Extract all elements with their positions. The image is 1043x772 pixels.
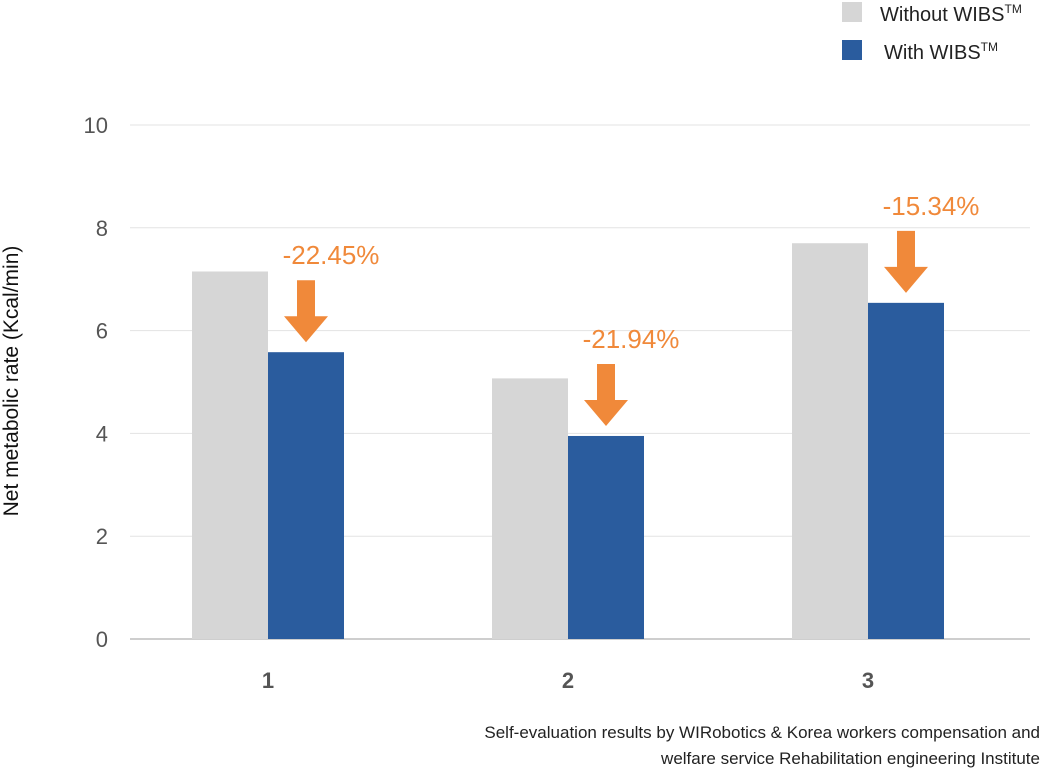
bar-without-3: [792, 243, 868, 639]
legend-swatch: [842, 2, 862, 22]
percent-annotation: -22.45%: [283, 240, 380, 270]
legend-label: With WIBSTM: [884, 40, 998, 64]
bar-with-3: [868, 302, 944, 639]
y-tick-label: 10: [84, 113, 108, 138]
bar-chart: 0 2 4 6 8 10 -22.45% -21.94% -15.34% 1 2 3 Net me…: [0, 2, 1030, 693]
y-tick-label: 0: [96, 627, 108, 652]
bar-without-2: [492, 378, 568, 639]
legend: Without WIBSTM With WIBSTM: [842, 2, 1022, 64]
x-category-label: 3: [862, 668, 874, 693]
y-axis-ticks: 0 2 4 6 8 10: [84, 113, 108, 652]
y-axis-label: Net metabolic rate (Kcal/min): [0, 246, 23, 517]
y-tick-label: 6: [96, 319, 108, 344]
legend-label: Without WIBSTM: [880, 2, 1022, 26]
source-line-1: Self-evaluation results by WIRobotics & …: [484, 723, 1040, 742]
down-arrow-icon: [884, 230, 928, 293]
legend-swatch: [842, 40, 862, 60]
down-arrow-icon: [584, 363, 628, 426]
y-tick-label: 4: [96, 421, 108, 446]
bar-without-1: [192, 271, 268, 639]
source-line-2: welfare service Rehabilitation engineeri…: [661, 749, 1040, 768]
source-note: Self-evaluation results by WIRobotics & …: [400, 720, 1040, 772]
x-category-label: 2: [562, 668, 574, 693]
percent-annotation: -15.34%: [883, 191, 980, 221]
bars: [192, 243, 944, 639]
bar-with-1: [268, 352, 344, 639]
percent-annotations: -22.45% -21.94% -15.34%: [283, 191, 980, 354]
y-tick-label: 2: [96, 524, 108, 549]
percent-annotation: -21.94%: [583, 324, 680, 354]
down-arrow-icon: [284, 280, 328, 343]
x-axis-categories: 1 2 3: [262, 668, 874, 693]
bar-with-2: [568, 435, 644, 639]
reduction-arrows: [284, 230, 928, 426]
y-tick-label: 8: [96, 216, 108, 241]
x-category-label: 1: [262, 668, 274, 693]
